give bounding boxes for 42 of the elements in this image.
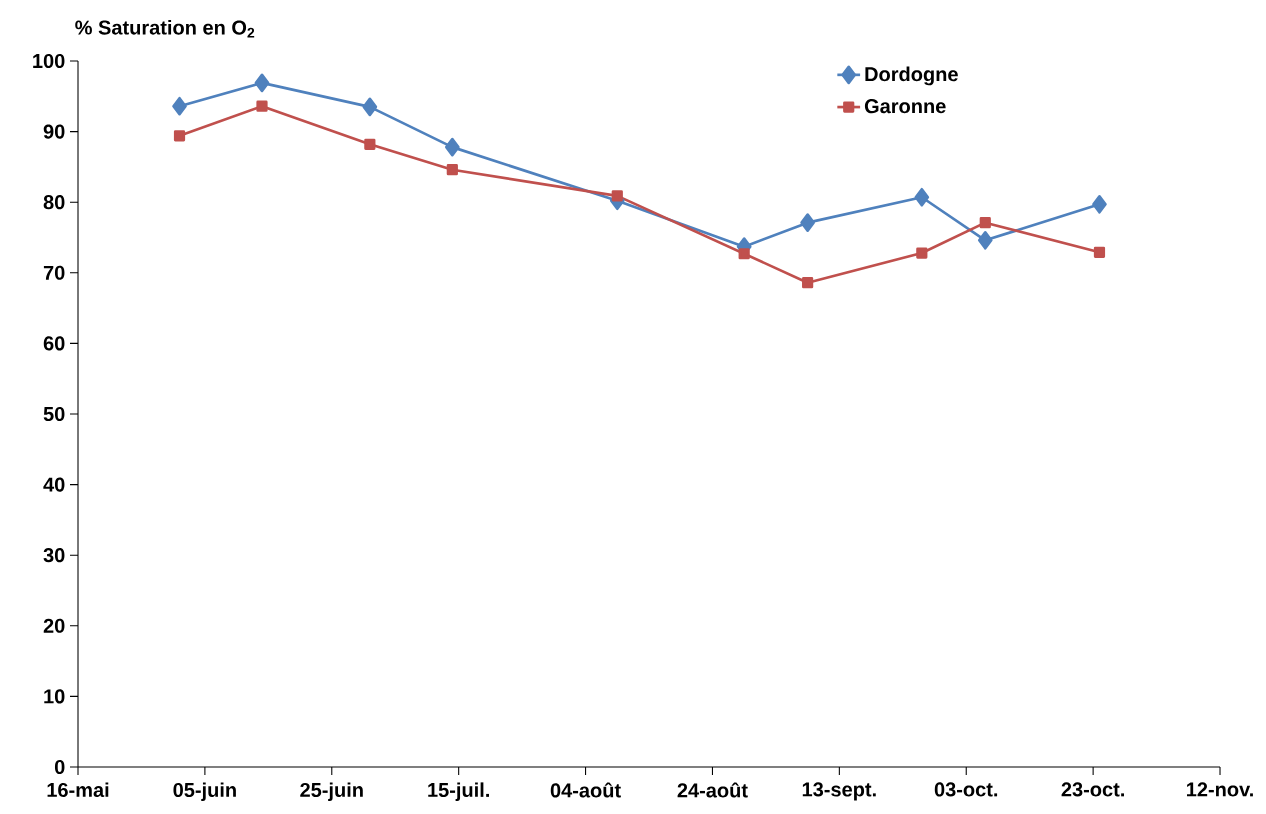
point: [444, 137, 460, 157]
point: [977, 230, 993, 250]
legend-label: Dordogne: [865, 66, 958, 86]
y-tick-label: 50: [43, 406, 65, 422]
x-tick-label: 05-juin: [173, 782, 236, 802]
x-tick-label: 25-juin: [300, 782, 363, 802]
y-tick-label: 60: [43, 336, 65, 351]
y-tick-label: 20: [43, 618, 65, 633]
y-tick-label: 100: [33, 53, 65, 69]
point: [172, 96, 187, 116]
x-tick-label: 16-mai: [47, 782, 109, 798]
point: [256, 100, 268, 112]
x-tick-label: 04-août: [550, 782, 621, 798]
y-tick-label: 10: [44, 689, 65, 704]
y-tick-label: 40: [43, 477, 65, 492]
point: [738, 248, 750, 260]
point: [173, 130, 186, 142]
x-tick-label: 24-août: [677, 782, 748, 798]
y-tick-label: 70: [43, 265, 65, 280]
y-axis-title: % Saturation en O$_{2}$: [75, 19, 255, 38]
x-tick-label: 15-juil.: [428, 782, 489, 802]
point: [446, 164, 458, 176]
point: [914, 187, 930, 207]
x-tick-label: 23-oct.: [1061, 782, 1124, 797]
point: [800, 213, 815, 233]
y-tick-label: 0: [54, 759, 65, 775]
point: [1093, 246, 1106, 258]
y-tick-label: 30: [43, 548, 65, 563]
y-tick-label: 80: [43, 195, 65, 210]
x-tick-label: 12-nov.: [1187, 782, 1253, 797]
point: [916, 247, 928, 259]
point: [611, 190, 623, 202]
y-tick-label: 90: [43, 124, 65, 139]
point: [1092, 194, 1107, 214]
x-tick-label: 13-sept.: [802, 782, 876, 801]
x-tick-label: 03-oct.: [934, 782, 998, 797]
point: [362, 97, 378, 117]
legend-label: Garonne: [864, 99, 946, 114]
point: [254, 73, 270, 93]
point: [364, 138, 376, 150]
point: [979, 217, 991, 229]
point: [802, 277, 814, 289]
